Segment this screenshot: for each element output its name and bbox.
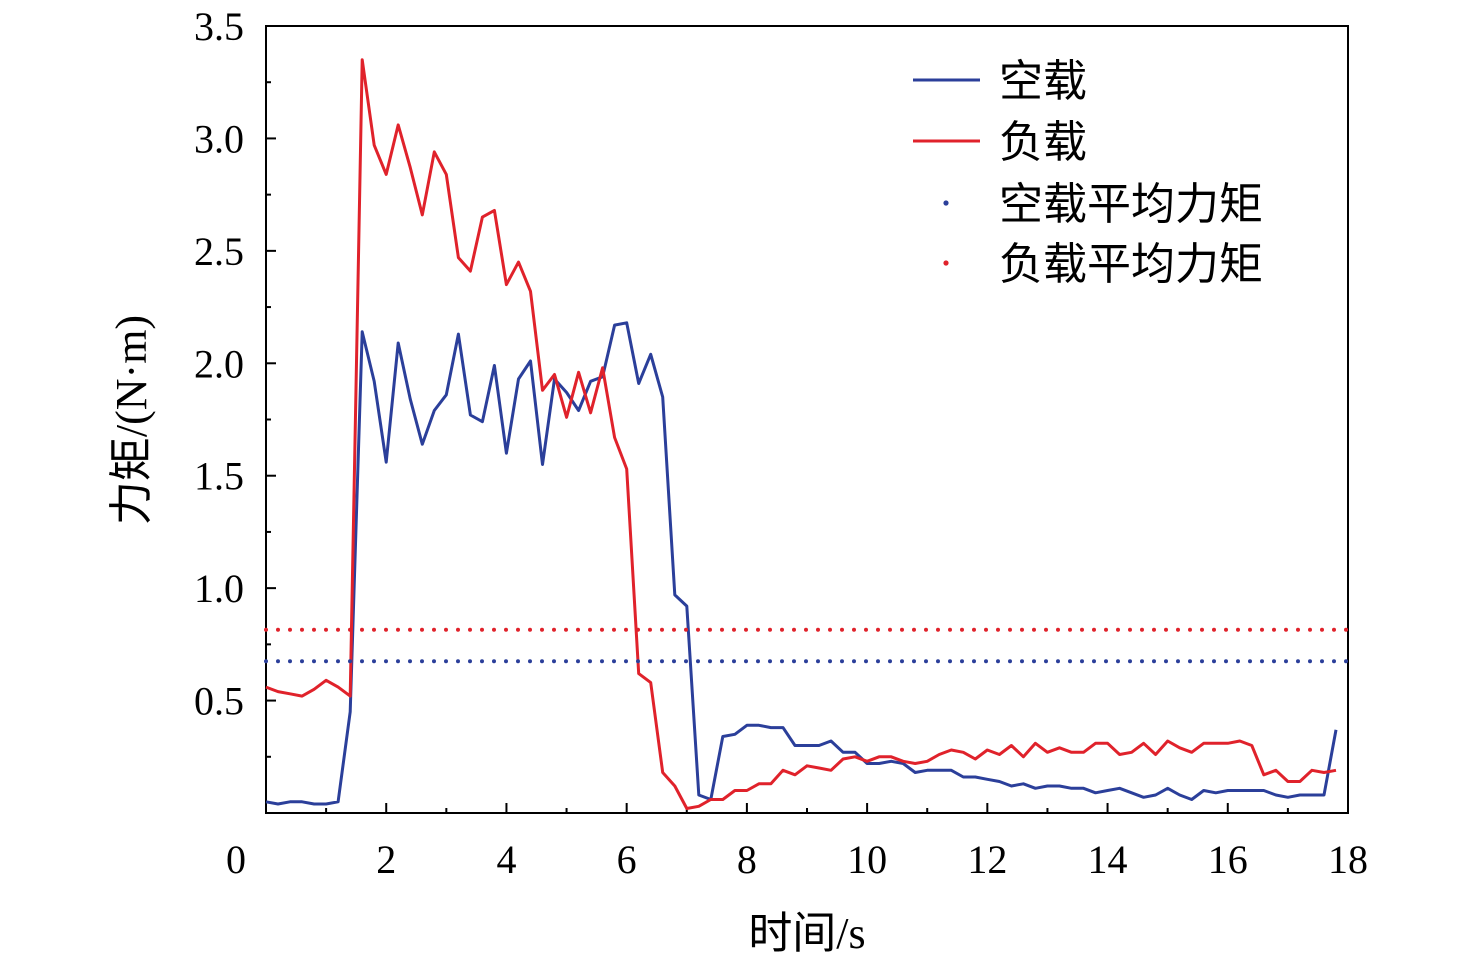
series-line-1 xyxy=(265,58,1337,810)
x-tick-label: 12 xyxy=(967,837,1007,882)
y-tick-label: 3.0 xyxy=(194,116,244,161)
y-tick-label: 3.5 xyxy=(194,4,244,49)
x-tick-label: 2 xyxy=(376,837,396,882)
plot-frame xyxy=(265,25,1349,814)
legend-label-2: 空载平均力矩 xyxy=(999,180,1263,229)
y-tick-label: 1.0 xyxy=(194,566,244,611)
x-tick-label: 0 xyxy=(226,837,246,882)
x-tick-label: 4 xyxy=(496,837,516,882)
y-tick-label: 2.5 xyxy=(194,229,244,274)
x-tick-label: 14 xyxy=(1088,837,1128,882)
series-line-0 xyxy=(265,321,1338,806)
y-tick-label: 0.5 xyxy=(194,679,244,724)
x-tick-label: 8 xyxy=(737,837,757,882)
x-tick-label: 16 xyxy=(1208,837,1248,882)
legend-label-0: 空载 xyxy=(999,57,1087,106)
legend-label-1: 负载 xyxy=(999,118,1087,167)
axis-ticks xyxy=(265,25,1349,813)
legend-marker-3 xyxy=(943,260,949,266)
x-tick-label: 10 xyxy=(847,837,887,882)
legend-label-3: 负载平均力矩 xyxy=(999,240,1263,289)
y-tick-label: 2.0 xyxy=(194,341,244,386)
series-layer xyxy=(264,58,1350,810)
y-axis-title: 力矩/(N·m) xyxy=(107,315,156,525)
axis-tick-labels: 0 2 4 6 8 10 12 14 16 18 0.5 1.0 1.5 2.0 2.5 3.0 3.5 xyxy=(194,4,1368,882)
legend-marker-2 xyxy=(943,200,949,206)
x-tick-label: 6 xyxy=(617,837,637,882)
x-tick-label: 18 xyxy=(1328,837,1368,882)
x-axis-title: 时间/s xyxy=(748,909,865,958)
y-tick-label: 1.5 xyxy=(194,454,244,499)
